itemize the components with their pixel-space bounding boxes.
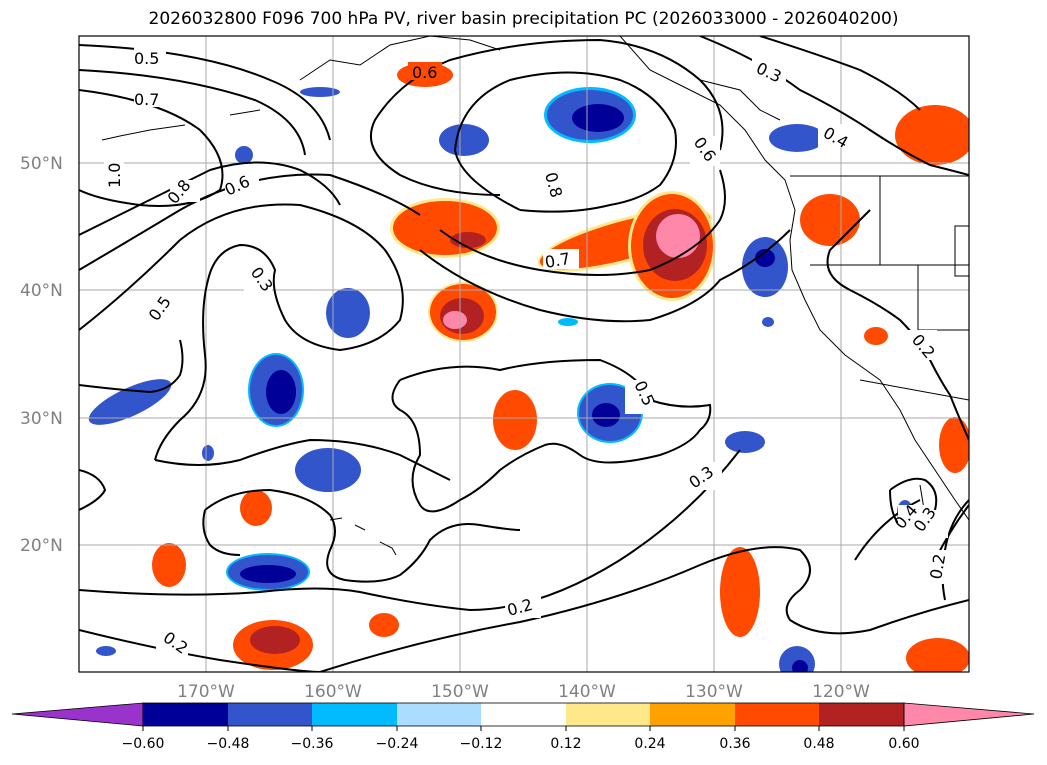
lon-label: 170°W	[177, 682, 235, 702]
colorbar-under-arrow	[11, 702, 144, 727]
colorbar-tick-label: 0.12	[550, 736, 581, 752]
colorbar: −0.60 −0.48 −0.36 −0.24 −0.12 0.12 0.24 …	[11, 702, 1035, 752]
colorbar-bin	[735, 703, 819, 726]
lat-label: 30°N	[20, 409, 63, 429]
longitude-labels: 170°W 160°W 150°W 140°W 130°W 120°W	[177, 682, 870, 702]
colorbar-bin	[228, 703, 312, 726]
lon-label: 120°W	[812, 682, 870, 702]
lon-label: 140°W	[558, 682, 616, 702]
contour-label: 0.7	[543, 249, 571, 272]
colorbar-bin	[481, 703, 566, 726]
colorbar-bin	[143, 703, 228, 726]
colorbar-tick-label: 0.48	[803, 736, 834, 752]
contour-label: 0.2	[926, 552, 949, 580]
contour-label: 1.0	[105, 163, 124, 188]
negative-anomaly-patches	[88, 87, 913, 672]
lon-label: 150°W	[431, 682, 489, 702]
lat-label: 50°N	[20, 154, 63, 174]
colorbar-tick-label: 0.60	[888, 736, 919, 752]
colorbar-bin	[312, 703, 397, 726]
colorbar-tick-label: 0.36	[719, 736, 750, 752]
colorbar-over-arrow	[903, 702, 1035, 727]
colorbar-tick-label: −0.36	[291, 736, 334, 752]
colorbar-tick-label: 0.24	[634, 736, 665, 752]
lat-label: 20°N	[20, 536, 63, 556]
colorbar-bin	[650, 703, 735, 726]
colorbar-tick-label: −0.12	[460, 736, 503, 752]
lat-label: 40°N	[20, 281, 63, 301]
contour-label: 0.7	[134, 90, 159, 109]
latitude-labels: 50°N 40°N 30°N 20°N	[20, 154, 63, 556]
colorbar-tick-label: −0.48	[207, 736, 250, 752]
coastlines	[101, 36, 969, 556]
map-frame	[78, 35, 970, 673]
colorbar-bin	[397, 703, 481, 726]
colorbar-bin	[819, 703, 904, 726]
colorbar-tick-label: −0.60	[122, 736, 165, 752]
lon-label: 160°W	[304, 682, 362, 702]
colorbar-bin	[566, 703, 650, 726]
colorbar-tick-label: −0.24	[376, 736, 419, 752]
contour-label: 0.5	[134, 49, 159, 68]
map-title: 2026032800 F096 700 hPa PV, river basin …	[148, 9, 899, 29]
contour-label: 0.6	[412, 63, 437, 82]
lon-label: 130°W	[685, 682, 743, 702]
